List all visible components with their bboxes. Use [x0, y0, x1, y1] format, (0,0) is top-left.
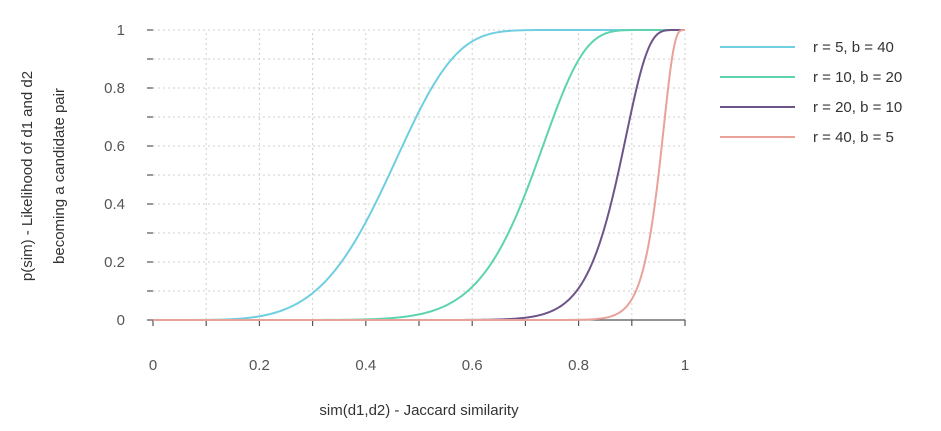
- y-axis-title-line-1: p(sim) - Likelihood of d1 and d2: [19, 71, 36, 281]
- series-line-1: [153, 29, 685, 321]
- y-tick-label: 1: [117, 22, 125, 39]
- x-tick-label: 0: [149, 357, 157, 374]
- y-tick-label: 0.8: [104, 80, 125, 97]
- x-axis-title: sim(d1,d2) - Jaccard similarity: [319, 402, 519, 419]
- legend-label-1: r = 5, b = 40: [813, 39, 894, 56]
- legend-label-2: r = 10, b = 20: [813, 69, 902, 86]
- y-axis-title-line-2: becoming a candidate pair: [51, 88, 68, 264]
- x-tick-label: 0.8: [568, 357, 589, 374]
- series-line-4: [153, 29, 685, 321]
- grid: [153, 29, 686, 320]
- y-ticks: 0 0.2 0.4 0.6 0.8 1: [104, 22, 153, 329]
- series-lines: [153, 29, 685, 321]
- x-tick-label: 1: [681, 357, 689, 374]
- y-tick-label: 0.4: [104, 196, 125, 213]
- y-tick-label: 0: [117, 312, 125, 329]
- x-ticks: 0 0.2 0.4 0.6 0.8 1: [149, 320, 689, 374]
- y-tick-label: 0.6: [104, 138, 125, 155]
- x-tick-label: 0.4: [355, 357, 376, 374]
- legend-label-4: r = 40, b = 5: [813, 129, 894, 146]
- x-tick-label: 0.6: [462, 357, 483, 374]
- legend-label-3: r = 20, b = 10: [813, 99, 902, 116]
- legend: r = 5, b = 40 r = 10, b = 20 r = 20, b = 1…: [720, 39, 902, 146]
- x-tick-label: 0.2: [249, 357, 270, 374]
- y-tick-label: 0.2: [104, 254, 125, 271]
